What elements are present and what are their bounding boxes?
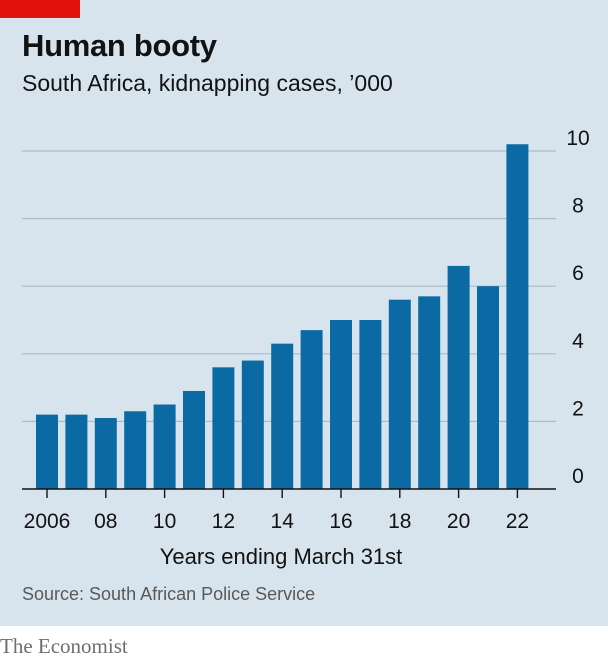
source-note: Source: South African Police Service bbox=[22, 584, 316, 604]
x-tick-label: 10 bbox=[153, 510, 176, 533]
bar-2012 bbox=[212, 367, 235, 489]
chart-subtitle: South Africa, kidnapping cases, ’000 bbox=[22, 70, 393, 96]
y-tick-label: 6 bbox=[572, 262, 584, 285]
bar-chart: 0 2 4 6 8 10 2006 08 10 12 14 16 18 20 22 Years endin… bbox=[22, 127, 590, 569]
y-tick-label: 10 bbox=[566, 127, 589, 150]
x-axis-ticks: 2006 08 10 12 14 16 18 20 22 bbox=[24, 489, 529, 533]
chart-title: Human booty bbox=[22, 28, 217, 63]
bar-2020 bbox=[447, 265, 470, 489]
x-tick-label: 12 bbox=[212, 510, 235, 533]
bar-2010 bbox=[153, 404, 176, 489]
y-tick-label: 4 bbox=[572, 330, 584, 353]
bars bbox=[36, 144, 529, 490]
bar-2015 bbox=[300, 330, 323, 489]
bar-2014 bbox=[271, 343, 294, 489]
x-tick-label: 14 bbox=[271, 510, 295, 533]
bar-2011 bbox=[183, 390, 205, 489]
bar-2009 bbox=[124, 411, 147, 489]
bar-2013 bbox=[241, 360, 264, 489]
bar-2016 bbox=[330, 320, 352, 489]
publisher-logo: The Economist bbox=[0, 634, 128, 658]
x-tick-label: 2006 bbox=[24, 510, 71, 533]
bar-2018 bbox=[388, 299, 411, 489]
x-tick-label: 16 bbox=[329, 510, 352, 533]
bar-2022 bbox=[506, 144, 529, 490]
x-tick-label: 08 bbox=[94, 510, 117, 533]
y-tick-label: 8 bbox=[572, 195, 584, 218]
y-tick-label: 0 bbox=[572, 465, 584, 488]
x-axis-label: Years ending March 31st bbox=[160, 544, 403, 569]
bar-2017 bbox=[359, 320, 382, 489]
x-tick-label: 20 bbox=[447, 510, 470, 533]
bar-2021 bbox=[477, 286, 499, 489]
x-tick-label: 22 bbox=[506, 510, 529, 533]
x-tick-label: 18 bbox=[388, 510, 411, 533]
bar-2008 bbox=[94, 418, 117, 489]
bar-2007 bbox=[65, 414, 88, 489]
y-axis-tick-labels: 0 2 4 6 8 10 bbox=[566, 127, 589, 488]
bar-2019 bbox=[418, 296, 441, 489]
y-tick-label: 2 bbox=[572, 397, 584, 420]
bar-2006 bbox=[36, 414, 58, 489]
brand-red-tag bbox=[0, 0, 80, 18]
